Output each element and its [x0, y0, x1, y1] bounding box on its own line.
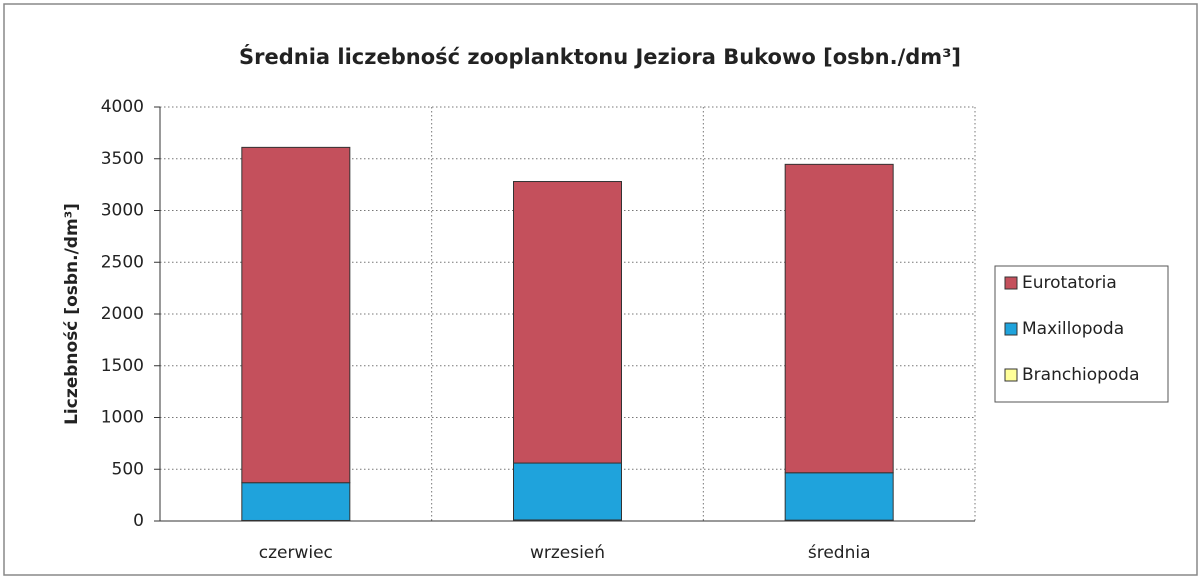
legend-box	[994, 265, 1169, 403]
y-tick-label: 1500	[101, 356, 144, 376]
y-tick-label: 1000	[101, 408, 144, 428]
y-tick-label: 0	[133, 511, 144, 531]
legend-label: Maxillopoda	[1022, 319, 1124, 339]
y-tick-label: 3000	[101, 201, 144, 221]
y-tick-label: 3500	[101, 149, 144, 169]
x-tick-label: czerwiec	[259, 543, 333, 563]
legend-swatch	[1004, 276, 1018, 290]
bar-segment	[513, 462, 622, 521]
legend-swatch	[1004, 322, 1018, 336]
legend-swatch	[1004, 368, 1018, 382]
bar-segment	[784, 163, 894, 474]
bar-segment	[784, 472, 894, 521]
x-tick-label: wrzesień	[530, 543, 605, 563]
bar-segment	[241, 146, 351, 484]
y-tick-label: 2500	[101, 252, 144, 272]
y-tick-label: 2000	[101, 304, 144, 324]
y-tick-label: 500	[112, 459, 144, 479]
legend-label: Branchiopoda	[1022, 365, 1140, 385]
chart-title: Średnia liczebność zooplanktonu Jeziora …	[239, 44, 961, 69]
y-axis-label: Liczebność [osbn./dm³]	[62, 203, 82, 425]
y-tick-label: 4000	[101, 97, 144, 117]
legend-label: Eurotatoria	[1022, 273, 1117, 293]
x-tick-label: średnia	[808, 543, 871, 563]
bar-segment	[513, 181, 622, 464]
bar-segment	[241, 482, 351, 521]
